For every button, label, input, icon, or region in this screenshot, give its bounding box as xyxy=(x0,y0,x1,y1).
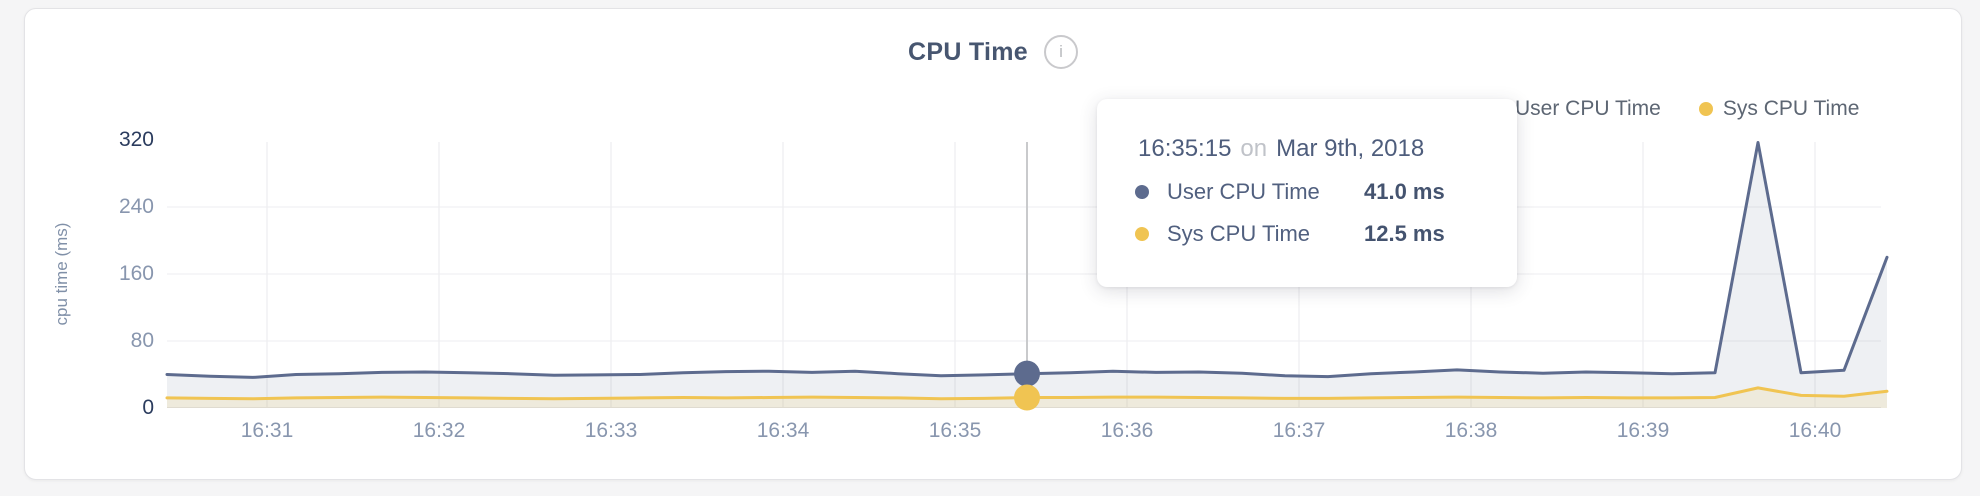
tooltip-preposition: on xyxy=(1240,135,1268,162)
tooltip-row-user: User CPU Time 41.0 ms xyxy=(1135,179,1445,205)
info-icon-glyph: i xyxy=(1059,42,1063,61)
hover-point-user[interactable] xyxy=(1014,360,1040,387)
x-tick-label: 16:34 xyxy=(756,419,810,442)
legend-label-sys: Sys CPU Time xyxy=(1722,97,1860,120)
tooltip-row-sys: Sys CPU Time 12.5 ms xyxy=(1135,221,1445,247)
y-tick-label: 160 xyxy=(118,262,154,285)
x-tick-label: 16:39 xyxy=(1616,419,1670,442)
x-tick-label: 16:38 xyxy=(1444,419,1498,442)
y-tick-label: 80 xyxy=(130,329,154,352)
chart-header: CPU Time i xyxy=(25,35,1961,69)
x-tick-label: 16:33 xyxy=(584,419,638,442)
tooltip-date: Mar 9th, 2018 xyxy=(1276,135,1425,162)
tooltip-title: 16:35:15 on Mar 9th, 2018 xyxy=(1138,135,1424,163)
cpu-time-chart-card: CPU Time i User CPU Time Sys CPU Time cp… xyxy=(24,8,1962,480)
y-tick-label: 320 xyxy=(118,128,154,151)
x-tick-label: 16:31 xyxy=(240,419,294,442)
y-tick-label: 240 xyxy=(118,195,154,218)
x-tick-label: 16:35 xyxy=(928,419,982,442)
x-tick-label: 16:36 xyxy=(1100,419,1154,442)
user-cpu-area-fill xyxy=(167,142,1887,408)
x-tick-label: 16:37 xyxy=(1272,419,1326,442)
info-icon[interactable]: i xyxy=(1044,35,1079,69)
chart-tooltip: 16:35:15 on Mar 9th, 2018 User CPU Time … xyxy=(1097,99,1517,287)
hover-point-sys[interactable] xyxy=(1014,384,1040,411)
x-tick-label: 16:40 xyxy=(1788,419,1842,442)
tooltip-label-sys: Sys CPU Time xyxy=(1167,221,1311,246)
legend-item-sys-cpu-time[interactable]: Sys CPU Time xyxy=(1698,97,1860,121)
legend-label-user: User CPU Time xyxy=(1515,97,1661,120)
chart-plot-area[interactable] xyxy=(165,140,1889,411)
tooltip-value-user: 41.0 ms xyxy=(1364,179,1445,204)
chart-legend: User CPU Time Sys CPU Time xyxy=(1491,97,1859,121)
sys-series-dot-icon xyxy=(1135,227,1149,241)
x-tick-label: 16:32 xyxy=(412,419,466,442)
tooltip-label-user: User CPU Time xyxy=(1167,179,1320,204)
tooltip-time: 16:35:15 xyxy=(1138,135,1232,162)
tooltip-value-sys: 12.5 ms xyxy=(1364,221,1445,246)
sys-series-dot-icon xyxy=(1698,102,1713,116)
y-tick-label: 0 xyxy=(142,396,154,419)
user-series-dot-icon xyxy=(1135,185,1149,199)
chart-title: CPU Time xyxy=(907,37,1029,66)
